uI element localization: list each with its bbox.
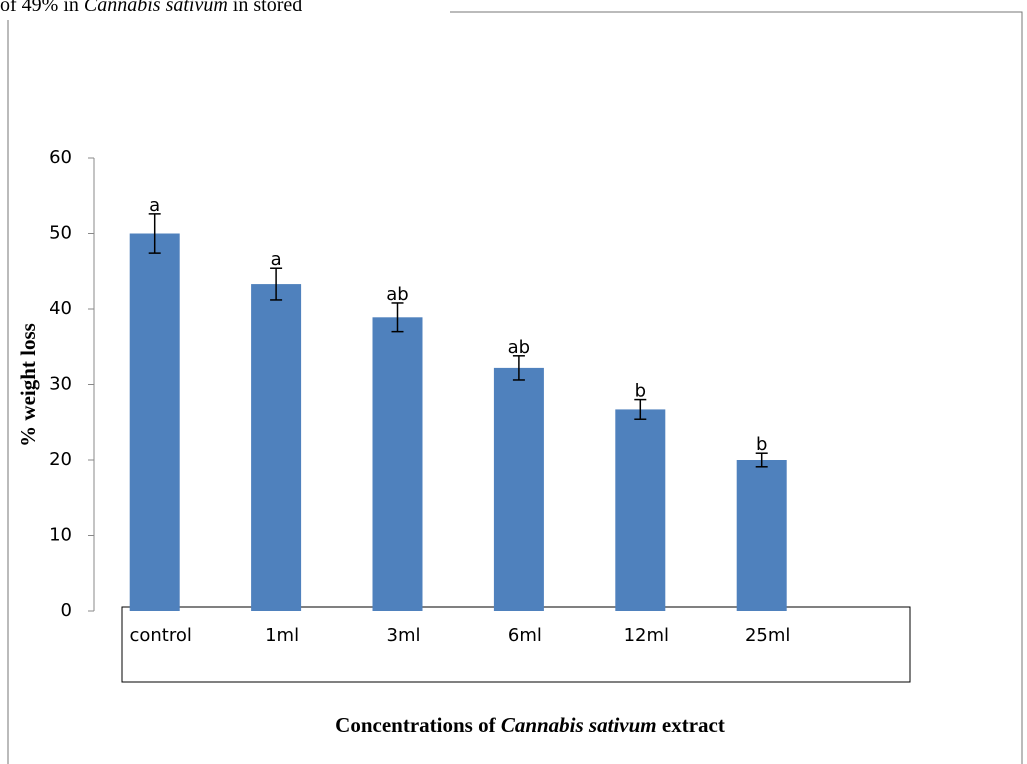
x-tick-label: control (129, 625, 191, 646)
x-tick-label: 12ml (624, 625, 669, 646)
y-tick-label: 30 (49, 374, 72, 395)
frame (7, 11, 1023, 764)
annotation: a (149, 195, 160, 216)
annotation: b (635, 381, 646, 402)
x-tick-label: 1ml (265, 625, 299, 646)
error-bar (755, 452, 768, 468)
header-part: of 49% in (0, 0, 84, 16)
error-bar (512, 355, 525, 381)
bar (372, 317, 423, 611)
x-tick-label: 3ml (387, 625, 421, 646)
error-bar (148, 213, 161, 254)
error-bar (270, 267, 283, 301)
x-label-part: Concentrations of (335, 713, 501, 737)
y-tick-label: 40 (49, 298, 72, 319)
y-tick-label: 60 (49, 147, 72, 168)
annotation: b (756, 434, 767, 455)
x-tick-label: 25ml (745, 625, 790, 646)
annotation: ab (386, 284, 408, 305)
header-text: of 49% in Cannabis sativum in stored (0, 0, 302, 16)
y-axis-label: % weight loss (16, 323, 40, 447)
annotation: a (271, 249, 282, 270)
error-bar (391, 302, 404, 333)
bar (493, 367, 544, 611)
y-tick-label: 10 (49, 525, 72, 546)
header-part: Cannabis sativum (84, 0, 228, 16)
header-mask (0, 0, 450, 20)
x-axis-label: Concentrations of Cannabis sativum extra… (335, 713, 725, 737)
bar (129, 233, 180, 611)
x-label-part: Cannabis sativum (501, 713, 657, 737)
error-bar (634, 398, 647, 420)
category-box (121, 606, 911, 683)
x-label-part: extract (657, 713, 725, 737)
bar (736, 460, 787, 611)
bar (615, 409, 666, 611)
header-part: in stored (228, 0, 302, 16)
y-tick-label: 50 (49, 223, 72, 244)
y-tick-label: 0 (61, 600, 72, 621)
bar (251, 284, 302, 611)
x-tick-label: 6ml (508, 625, 542, 646)
y-tick-label: 20 (49, 449, 72, 470)
annotation: ab (508, 337, 530, 358)
